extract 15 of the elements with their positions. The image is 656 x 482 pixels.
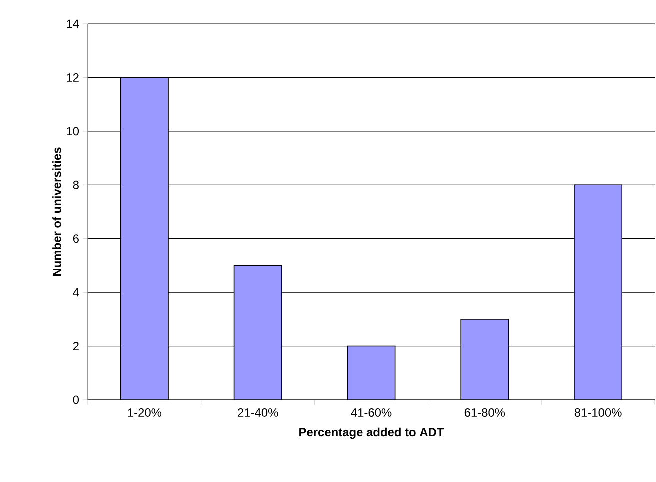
y-tick-label: 10 xyxy=(67,127,80,136)
x-tick-label: 41-60% xyxy=(351,408,392,417)
y-tick-label: 14 xyxy=(67,20,80,28)
x-tick-label: 1-20% xyxy=(128,408,162,417)
y-tick-label: 12 xyxy=(67,74,79,82)
y-axis-title: Number of universities xyxy=(52,148,62,276)
y-tick-label: 4 xyxy=(73,288,80,297)
y-tick-label: 6 xyxy=(73,234,79,244)
y-tick-label: 0 xyxy=(73,396,80,404)
y-tick-label: 8 xyxy=(73,180,79,190)
x-axis-title: Percentage added to ADT xyxy=(300,428,444,440)
x-tick-label: 61-80% xyxy=(464,408,506,417)
x-tick-label: 81-100% xyxy=(574,408,622,417)
x-tick-label: 21-40% xyxy=(238,408,278,417)
y-tick-label: 2 xyxy=(73,342,79,350)
